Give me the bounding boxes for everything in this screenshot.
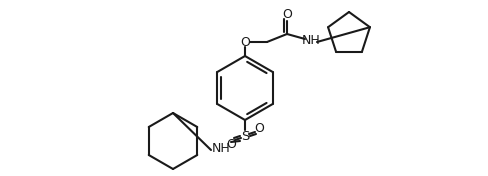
Text: O: O: [254, 121, 264, 134]
Text: NH: NH: [212, 142, 230, 155]
Text: S: S: [241, 130, 249, 143]
Text: O: O: [282, 8, 292, 20]
Text: O: O: [226, 137, 236, 150]
Text: NH: NH: [302, 34, 321, 48]
Text: O: O: [240, 36, 250, 49]
